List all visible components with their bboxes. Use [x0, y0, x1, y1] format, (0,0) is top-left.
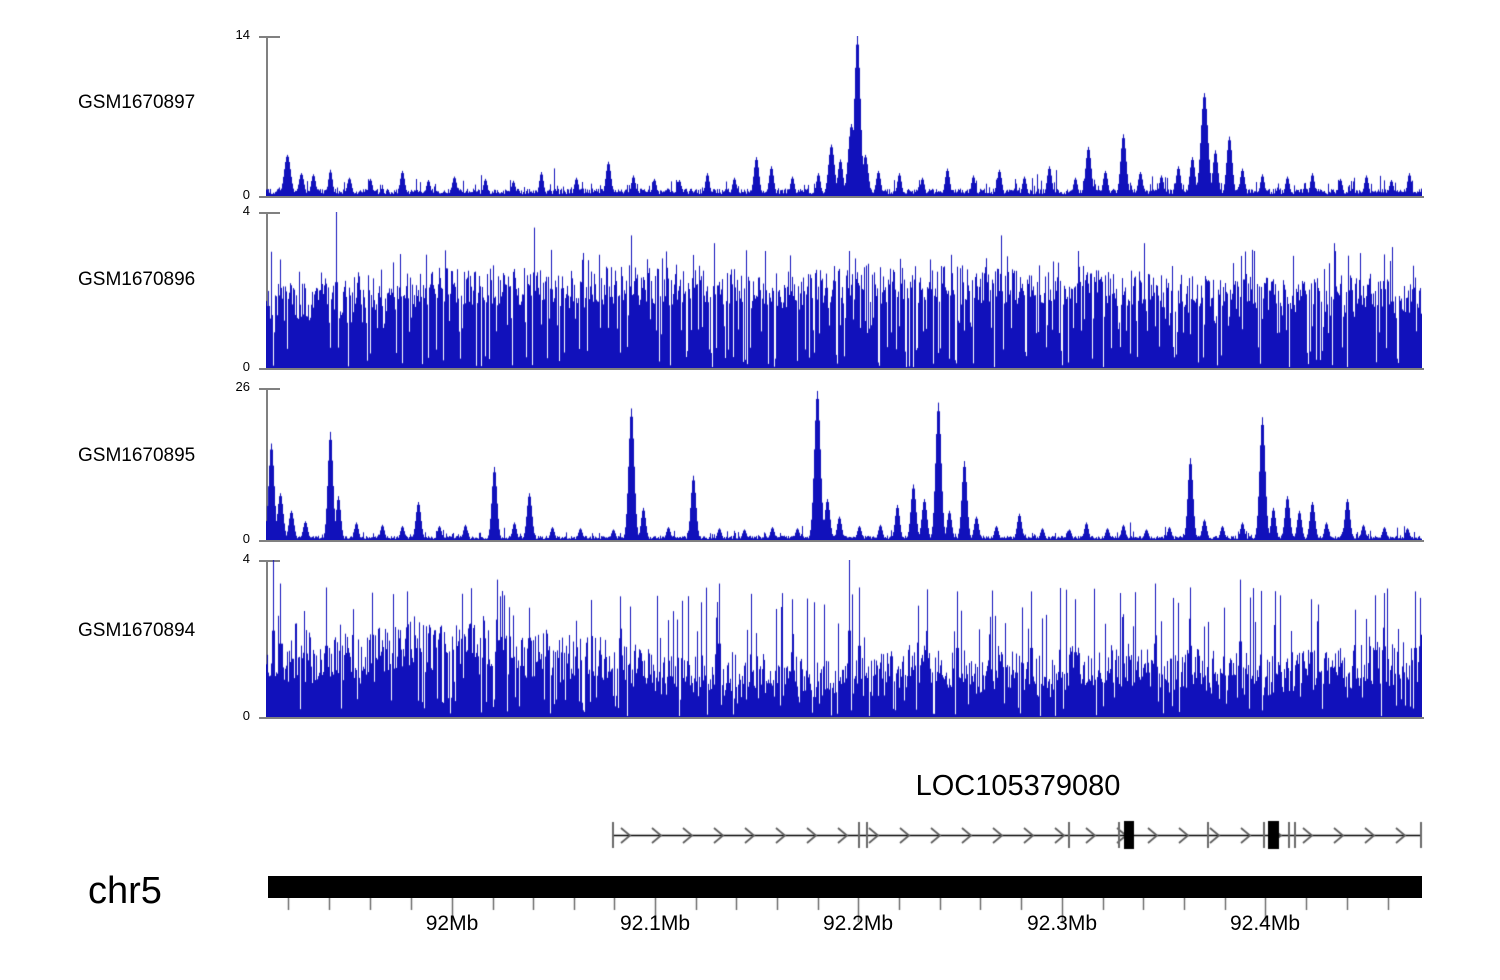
track-label: GSM1670894 — [78, 620, 196, 641]
axis-tick-label: 92Mb — [425, 912, 479, 935]
axis-max-label: 4 — [242, 203, 250, 218]
coverage-histogram[interactable] — [266, 36, 1422, 196]
gene-name-label: LOC105379080 — [915, 770, 1121, 802]
gene-model-drawing[interactable] — [0, 813, 1500, 857]
axis-min-label: 0 — [242, 531, 250, 546]
axis-min-label: 0 — [242, 187, 250, 202]
axis-max-label: 4 — [242, 551, 250, 566]
track-label: GSM1670895 — [78, 445, 196, 466]
axis-baseline — [268, 540, 1424, 542]
axis-max-tick — [259, 36, 268, 38]
axis-max-label: 14 — [235, 27, 250, 42]
track-label: GSM1670897 — [78, 92, 196, 113]
axis-min-tick — [259, 540, 268, 542]
axis-tick-label: 92.4Mb — [1229, 912, 1301, 935]
coverage-histogram[interactable] — [266, 212, 1422, 368]
axis-baseline — [268, 196, 1424, 198]
axis-min-tick — [259, 196, 268, 198]
coverage-histogram[interactable] — [266, 388, 1422, 540]
axis-max-label: 26 — [235, 379, 250, 394]
axis-max-tick — [259, 212, 268, 214]
axis-ticks — [0, 898, 1500, 938]
axis-min-label: 0 — [242, 708, 250, 723]
axis-tick-label: 92.2Mb — [822, 912, 894, 935]
axis-min-label: 0 — [242, 359, 250, 374]
axis-baseline — [268, 368, 1424, 370]
coverage-histogram[interactable] — [266, 560, 1422, 717]
axis-tick-label: 92.1Mb — [619, 912, 691, 935]
axis-min-tick — [259, 368, 268, 370]
track-label: GSM1670896 — [78, 269, 196, 290]
chromosome-ideogram-bar[interactable] — [268, 876, 1422, 898]
axis-baseline — [268, 717, 1424, 719]
axis-max-tick — [259, 560, 268, 562]
axis-min-tick — [259, 717, 268, 719]
axis-tick-label: 92.3Mb — [1026, 912, 1098, 935]
axis-max-tick — [259, 388, 268, 390]
